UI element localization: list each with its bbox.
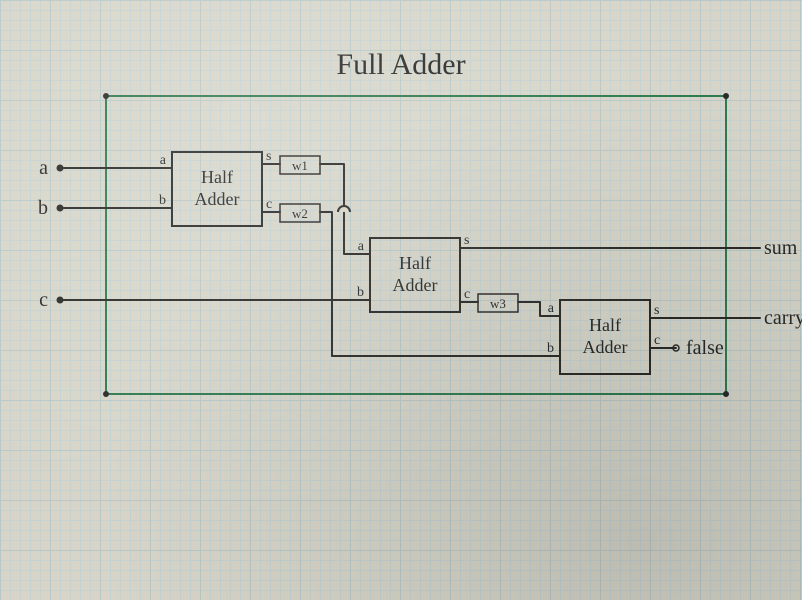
wirebox-label-w3: w3 <box>490 296 506 311</box>
port-in-ha1-a: a <box>160 153 167 168</box>
input-label-a: a <box>39 157 48 179</box>
port-out-ha3-s: s <box>654 303 659 318</box>
block-label2-ha3: Adder <box>583 337 628 357</box>
port-in-ha2-b: b <box>357 285 364 300</box>
port-in-ha2-a: a <box>358 239 365 254</box>
full-adder-diagram: Full AdderabcsumcarryfalseHalfAdderabscH… <box>0 0 802 600</box>
block-label2-ha1: Adder <box>195 189 240 209</box>
input-terminal-a <box>57 165 64 172</box>
port-in-ha3-a: a <box>548 301 555 316</box>
output-label-false: false <box>686 337 724 359</box>
block-label2-ha2: Adder <box>393 275 438 295</box>
input-terminal-c <box>57 297 64 304</box>
outer-box <box>106 96 726 394</box>
wire-hop <box>338 206 350 212</box>
port-out-ha2-c: c <box>464 287 470 302</box>
port-out-ha1-s: s <box>266 149 271 164</box>
input-label-b: b <box>38 197 48 219</box>
input-label-c: c <box>39 289 48 311</box>
block-label1-ha1: Half <box>201 167 233 187</box>
port-in-ha3-b: b <box>547 341 554 356</box>
output-label-carry: carry <box>764 307 802 329</box>
port-in-ha1-b: b <box>159 193 166 208</box>
corner-dot <box>723 93 729 99</box>
port-out-ha3-c: c <box>654 333 660 348</box>
corner-dot <box>103 93 109 99</box>
block-label1-ha3: Half <box>589 315 621 335</box>
corner-dot <box>723 391 729 397</box>
wirebox-label-w2: w2 <box>292 206 308 221</box>
wire-w2-down <box>320 212 560 356</box>
wirebox-label-w1: w1 <box>292 158 308 173</box>
output-label-sum: sum <box>764 237 798 259</box>
port-out-ha1-c: c <box>266 197 272 212</box>
input-terminal-b <box>57 205 64 212</box>
port-out-ha2-s: s <box>464 233 469 248</box>
diagram-title: Full Adder <box>336 48 465 81</box>
corner-dot <box>103 391 109 397</box>
block-label1-ha2: Half <box>399 253 431 273</box>
